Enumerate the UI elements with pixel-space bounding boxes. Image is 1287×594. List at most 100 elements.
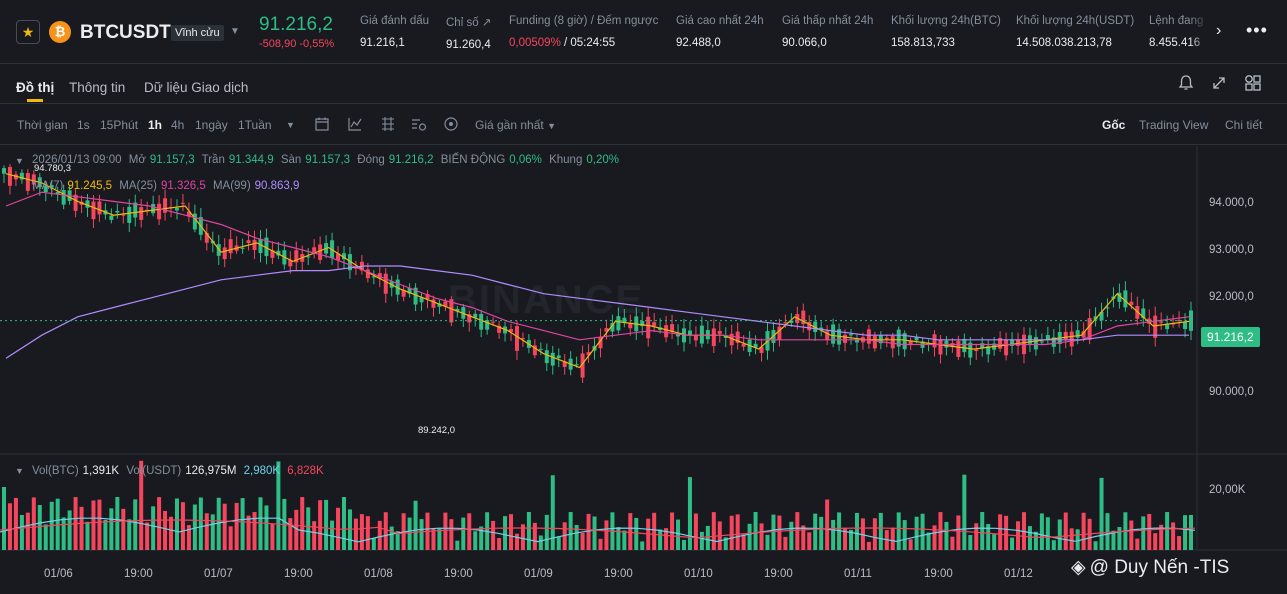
volume-bar xyxy=(526,512,531,550)
volume-bar xyxy=(1027,526,1032,550)
layout-icon[interactable] xyxy=(1244,74,1262,97)
volume-bar xyxy=(604,520,609,550)
volume-bar xyxy=(592,516,597,550)
candle-body xyxy=(7,166,12,186)
collapse-volume-icon[interactable]: ▼ xyxy=(15,466,24,476)
candle-body xyxy=(723,336,728,338)
expand-icon[interactable] xyxy=(1211,74,1227,97)
candle-body xyxy=(1147,318,1152,324)
volume-bar xyxy=(1069,528,1074,550)
legend-close: 91.216,2 xyxy=(388,154,434,166)
volume-bar xyxy=(759,523,764,550)
volume-bar xyxy=(210,514,215,550)
volume-bar xyxy=(687,477,692,550)
interval-15m[interactable]: 15Phút xyxy=(100,118,139,132)
settings-icon[interactable] xyxy=(410,116,428,137)
candle-body xyxy=(425,294,430,299)
volume-bar xyxy=(55,498,60,550)
bell-icon[interactable] xyxy=(1178,74,1194,97)
more-icon[interactable]: ••• xyxy=(1246,20,1268,40)
candle-body xyxy=(2,168,6,174)
volume-bar xyxy=(586,513,591,550)
candle-body xyxy=(127,206,132,223)
volume-bar xyxy=(91,500,96,550)
volume-bar xyxy=(1033,531,1038,550)
volume-bar xyxy=(455,540,460,550)
stat-index-price[interactable]: Chỉ số ↗ 91.260,4 xyxy=(446,15,491,51)
volume-bar xyxy=(503,516,508,550)
volume-bar xyxy=(1171,522,1176,550)
candle-body xyxy=(449,299,454,323)
volume-bar xyxy=(13,497,18,550)
volume-bar xyxy=(43,524,48,550)
volume-bar xyxy=(473,531,478,550)
chart-canvas[interactable] xyxy=(0,146,1287,594)
volume-bar xyxy=(1117,526,1122,550)
volume-bar xyxy=(341,497,346,550)
interval-4h[interactable]: 4h xyxy=(171,118,185,132)
stat-label: Giá đánh dấu xyxy=(360,15,430,27)
collapse-legend-icon[interactable]: ▼ xyxy=(15,156,24,166)
volume-bar xyxy=(389,526,394,550)
volume-bar xyxy=(174,498,179,550)
volume-bar xyxy=(992,534,997,550)
interval-dropdown-icon[interactable]: ▼ xyxy=(286,120,295,130)
candle-body xyxy=(801,310,806,325)
candle-body xyxy=(646,316,651,339)
volume-bar xyxy=(1111,530,1116,550)
volume-bar xyxy=(1147,513,1152,550)
ma25-line xyxy=(5,191,1190,346)
contract-type-badge: Vĩnh cửu xyxy=(171,25,224,41)
candle-body xyxy=(306,256,311,258)
symbol-name[interactable]: BTCUSDT xyxy=(80,22,171,43)
price-type-select[interactable]: Giá gần nhất ▼ xyxy=(475,118,556,132)
candle-body xyxy=(1177,320,1182,322)
stat-label: Giá cao nhất 24h xyxy=(676,15,764,27)
candle-body xyxy=(1129,301,1134,306)
volume-bar xyxy=(330,520,335,550)
stat-open-interest: Lệnh đang 8.455.416 xyxy=(1149,15,1204,49)
stat-value: 158.813,733 xyxy=(891,37,955,49)
interval-1d[interactable]: 1ngày xyxy=(195,118,228,132)
volume-bar xyxy=(1051,540,1056,550)
view-depth[interactable]: Chi tiết xyxy=(1225,118,1263,132)
tab-chart[interactable]: Đồ thị xyxy=(16,80,55,95)
interval-1w[interactable]: 1Tuần xyxy=(238,118,272,132)
volume-bar xyxy=(514,533,519,550)
candlestick-chart[interactable]: BINANCE ▼ 2026/01/13 09:00 Mở 91.157,3 Tr… xyxy=(0,146,1287,594)
interval-1s[interactable]: 1s xyxy=(77,118,90,132)
candle-body xyxy=(13,174,18,180)
volume-bar xyxy=(825,499,830,550)
candle-body xyxy=(347,254,352,271)
volume-bar xyxy=(365,516,370,550)
ohlc-legend: 2026/01/13 09:00 Mở 91.157,3 Trần 91.344,9… xyxy=(32,154,623,166)
stat-label: Chỉ số ↗ xyxy=(446,17,492,29)
candle-body xyxy=(580,353,585,378)
volume-bar xyxy=(180,502,185,550)
target-icon[interactable] xyxy=(443,116,459,137)
candle-body xyxy=(437,303,442,307)
stat-value: 8.455.416 xyxy=(1149,37,1201,49)
ticker-bar: ★ ₿ BTCUSDT Vĩnh cửu ▼ 91.216,2 -508,90 … xyxy=(0,0,1287,64)
volume-bar xyxy=(574,524,579,550)
indicator-icon[interactable] xyxy=(347,116,363,137)
chevron-right-icon[interactable]: › xyxy=(1216,22,1222,39)
vol-ma2-value: 6,828K xyxy=(287,465,324,477)
view-original[interactable]: Gốc xyxy=(1102,118,1126,132)
volume-bar xyxy=(699,531,704,550)
drawing-icon[interactable] xyxy=(380,116,396,137)
candle-body xyxy=(520,338,525,340)
volume-bar xyxy=(61,517,66,550)
calendar-icon[interactable] xyxy=(314,116,330,137)
candle-body xyxy=(1051,337,1056,347)
tab-trading-data[interactable]: Dữ liệu Giao dịch xyxy=(144,80,249,95)
stat-funding: Funding (8 giờ) / Đếm ngược 0,00509% / 0… xyxy=(509,15,658,49)
interval-1h[interactable]: 1h xyxy=(148,118,163,132)
candle-body xyxy=(270,250,275,258)
tab-info[interactable]: Thông tin xyxy=(69,80,126,95)
favorite-star-icon[interactable]: ★ xyxy=(16,20,40,44)
volume-bar xyxy=(628,513,633,550)
chevron-down-icon[interactable]: ▼ xyxy=(230,26,240,37)
view-tradingview[interactable]: Trading View xyxy=(1139,118,1209,132)
volume-bar xyxy=(97,499,102,550)
